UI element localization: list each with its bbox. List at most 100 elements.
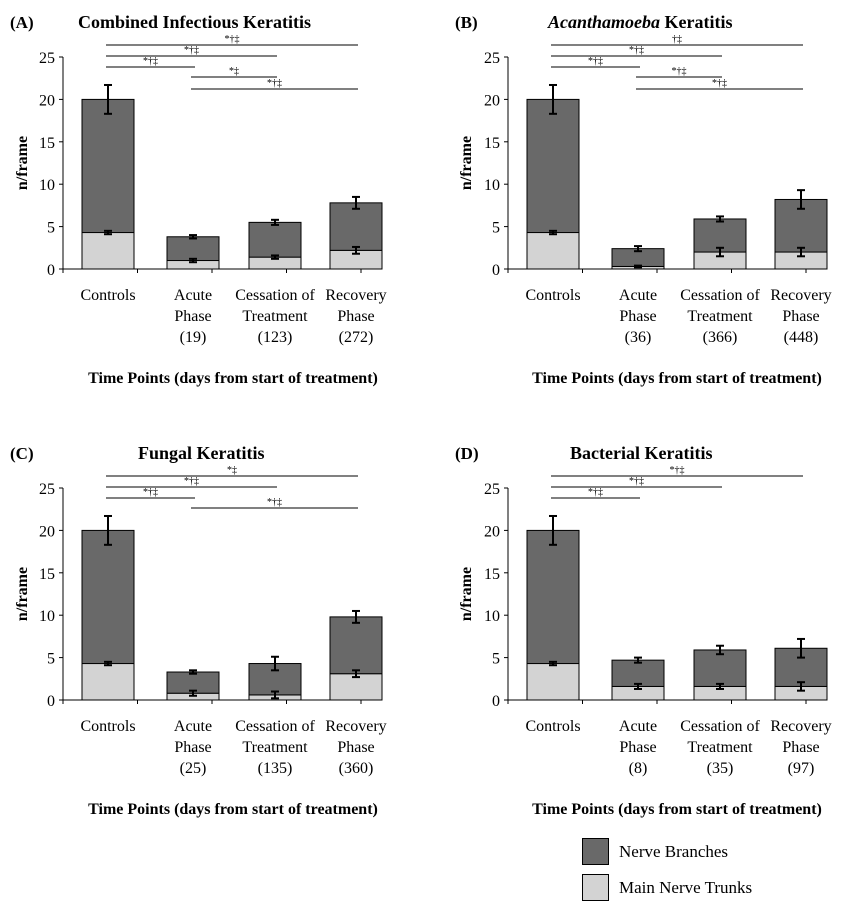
significance-label: *†‡	[629, 476, 644, 487]
x-tick-label: Treatment	[242, 308, 308, 325]
bar-nerve-branches	[526, 529, 580, 665]
x-tick-label: Acute	[174, 718, 212, 735]
significance-label: *†‡	[225, 34, 240, 45]
y-tick-label: 10	[484, 608, 500, 625]
x-tick-label: Treatment	[687, 308, 753, 325]
y-tick-label: 15	[39, 566, 55, 583]
significance-label: *†‡	[672, 66, 687, 77]
panel-letter: (C)	[10, 444, 34, 463]
chart-panel-b: (B) Acanthamoeba Keratitis 0 5 10 15 20 25 n/fra…	[455, 12, 832, 387]
chart-title-text: Combined Infectious Keratitis	[78, 12, 311, 32]
y-tick-label: 0	[47, 262, 55, 279]
x-tick-label: (97)	[788, 760, 815, 777]
x-axis-title: Time Points (days from start of treatmen…	[88, 370, 378, 387]
y-tick-label: 15	[39, 135, 55, 152]
x-tick-label: Cessation of	[235, 287, 315, 304]
x-tick-label: (360)	[339, 760, 374, 777]
x-tick-label: (8)	[629, 760, 648, 777]
x-tick-label: Phase	[337, 308, 374, 325]
significance-label: *†‡	[267, 78, 282, 89]
x-tick-label: Phase	[174, 739, 211, 756]
chart-title: Combined Infectious Keratitis	[78, 12, 311, 32]
chart-title-text: Bacterial Keratitis	[570, 443, 712, 463]
legend-item-main-nerve-trunks: Main Nerve Trunks	[582, 874, 752, 901]
x-tick-label: Cessation of	[680, 718, 760, 735]
y-axis-title: n/frame	[458, 136, 475, 190]
significance-label: *†‡	[143, 56, 158, 67]
x-tick-label: Treatment	[687, 739, 753, 756]
x-tick-label: Cessation of	[235, 718, 315, 735]
bar-main-nerve-trunks	[526, 663, 580, 701]
y-axis-title: n/frame	[458, 567, 475, 621]
x-tick-label: (272)	[339, 329, 374, 346]
y-tick-label: 20	[39, 92, 55, 109]
x-tick-label: (25)	[180, 760, 207, 777]
bar-main-nerve-trunks	[81, 232, 135, 270]
panel-letter: (D)	[455, 444, 479, 463]
legend-swatch-nerve-branches	[582, 838, 609, 865]
x-tick-label: Phase	[782, 739, 819, 756]
chart-panel-d: (D) Bacterial Keratitis 0 5 10 15 20 25 n/frame C…	[455, 443, 832, 818]
y-tick-label: 10	[39, 177, 55, 194]
x-tick-label: (135)	[258, 760, 293, 777]
x-tick-label: (19)	[180, 329, 207, 346]
x-tick-label: Recovery	[325, 718, 386, 735]
y-tick-label: 25	[39, 50, 55, 67]
bar-nerve-branches	[329, 202, 383, 251]
y-tick-label: 5	[492, 651, 500, 668]
x-tick-label: Acute	[619, 287, 657, 304]
x-tick-label: Controls	[525, 718, 580, 735]
bar-nerve-branches	[526, 98, 580, 234]
y-tick-label: 20	[484, 523, 500, 540]
legend-swatch-main-nerve-trunks	[582, 874, 609, 901]
x-tick-label: (448)	[784, 329, 819, 346]
bar-nerve-branches	[81, 529, 135, 665]
y-axis-title: n/frame	[14, 136, 31, 190]
x-tick-label: (123)	[258, 329, 293, 346]
chart-title: Bacterial Keratitis	[570, 443, 712, 463]
x-tick-label: Phase	[619, 739, 656, 756]
x-tick-label: Acute	[619, 718, 657, 735]
x-tick-label: Recovery	[770, 287, 831, 304]
x-axis-title: Time Points (days from start of treatmen…	[532, 801, 822, 818]
chart-title-text: Fungal Keratitis	[138, 443, 265, 463]
x-tick-label: Recovery	[770, 718, 831, 735]
y-tick-label: 0	[47, 693, 55, 710]
x-tick-label: (366)	[703, 329, 738, 346]
x-tick-label: Controls	[80, 287, 135, 304]
x-axis-title: Time Points (days from start of treatmen…	[532, 370, 822, 387]
bar-nerve-branches	[693, 649, 747, 687]
y-tick-label: 10	[484, 177, 500, 194]
x-tick-label: Phase	[619, 308, 656, 325]
chart-panel-c: (C) Fungal Keratitis 0 5 10 15 20 25 n/frame Cont…	[10, 443, 387, 818]
significance-label: *†‡	[184, 476, 199, 487]
bar-nerve-branches	[248, 221, 302, 258]
y-tick-label: 25	[484, 481, 500, 498]
significance-label: *†‡	[712, 78, 727, 89]
significance-label: †‡	[672, 34, 682, 45]
x-tick-label: Phase	[782, 308, 819, 325]
legend-item-nerve-branches: Nerve Branches	[582, 838, 728, 865]
x-tick-label: Acute	[174, 287, 212, 304]
bar-nerve-branches	[611, 659, 665, 687]
x-tick-label: Controls	[525, 287, 580, 304]
y-tick-label: 0	[492, 262, 500, 279]
y-tick-label: 5	[492, 220, 500, 237]
significance-label: *‡	[229, 66, 239, 77]
y-axis-title: n/frame	[14, 567, 31, 621]
x-tick-label: (36)	[625, 329, 652, 346]
bar-nerve-branches	[329, 616, 383, 675]
y-tick-label: 10	[39, 608, 55, 625]
x-tick-label: Phase	[337, 739, 374, 756]
legend-label-nerve-branches: Nerve Branches	[619, 841, 729, 861]
y-tick-label: 25	[484, 50, 500, 67]
significance-label: *†‡	[629, 45, 644, 56]
bar-main-nerve-trunks	[81, 663, 135, 701]
y-tick-label: 20	[39, 523, 55, 540]
y-tick-label: 20	[484, 92, 500, 109]
x-tick-label: Treatment	[242, 739, 308, 756]
significance-label: *†‡	[588, 56, 603, 67]
panel-letter: (A)	[10, 13, 34, 32]
y-tick-label: 15	[484, 566, 500, 583]
bar-nerve-branches	[693, 218, 747, 253]
